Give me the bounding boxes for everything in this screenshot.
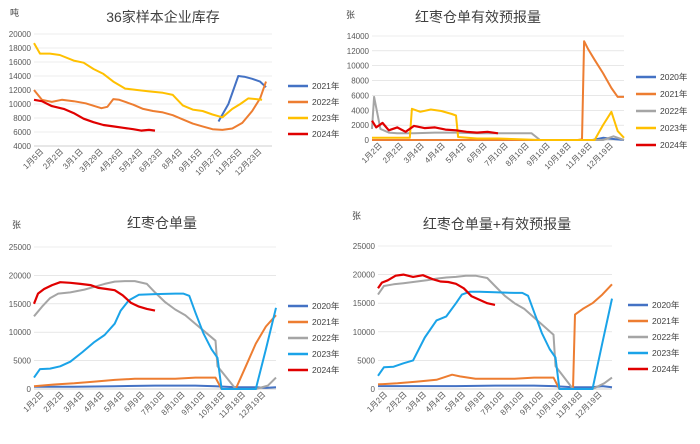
- x-tick-label: 4月4日: [82, 390, 106, 414]
- series-line-2023年: [33, 42, 263, 119]
- x-tick-label: 3月4日: [62, 390, 86, 414]
- y-tick-label: 25000: [353, 242, 376, 251]
- y-tick-label: 14000: [9, 72, 32, 81]
- legend-label: 2024年: [660, 140, 688, 150]
- y-axis-unit: 张: [12, 220, 21, 230]
- y-tick-label: 18000: [9, 44, 32, 53]
- legend-label: 2022年: [660, 106, 688, 116]
- y-tick-label: 6000: [351, 91, 369, 100]
- y-tick-label: 4000: [13, 142, 31, 151]
- chart-title: 红枣仓单量+有效预报量: [423, 216, 571, 232]
- y-tick-label: 10000: [347, 62, 370, 71]
- legend-label: 2024年: [312, 365, 340, 375]
- chart-panel-4: 红枣仓单量+有效预报量 张 0 5000 10000 15000 20000 25000 1月2…: [352, 211, 680, 420]
- legend-label: 2021年: [312, 317, 340, 327]
- y-tick-label: 0: [27, 385, 32, 394]
- x-tick-label: 3月4日: [404, 390, 428, 414]
- series-line-2020年: [34, 384, 277, 389]
- series-line-2022年: [377, 274, 613, 390]
- series-line-2021年: [217, 75, 267, 122]
- y-tick-label: 0: [365, 136, 370, 145]
- y-tick-label: 14000: [347, 32, 370, 41]
- y-tick-label: 6000: [13, 128, 31, 137]
- x-tick-label: 5月4日: [444, 141, 468, 165]
- x-tick-label: 2月2日: [41, 147, 65, 171]
- legend-label: 2022年: [312, 333, 340, 343]
- x-tick-label: 1月2日: [22, 390, 46, 414]
- series-line-2022年: [33, 280, 277, 390]
- series-line-2022年: [33, 81, 267, 131]
- chart-title: 36家样本企业库存: [106, 9, 220, 25]
- series-line-2023年: [33, 292, 277, 390]
- series-line-2024年: [371, 120, 499, 135]
- y-tick-label: 5000: [13, 357, 31, 366]
- x-tick-label: 2月2日: [42, 390, 66, 414]
- series-line-2024年: [377, 273, 496, 306]
- series-line-2024年: [32, 281, 156, 312]
- legend-label: 2023年: [312, 113, 340, 123]
- series-line-2020年: [378, 384, 613, 389]
- chart-panel-1: 36家样本企业库存 吨 4000 6000 8000 10000 12000 14000 160…: [9, 7, 340, 177]
- y-tick-label: 4000: [351, 106, 369, 115]
- y-tick-label: 20000: [353, 271, 376, 280]
- legend-label: 2020年: [652, 300, 680, 310]
- legend-label: 2023年: [660, 123, 688, 133]
- chart-title: 红枣仓单量: [127, 215, 197, 231]
- x-tick-label: 5月4日: [443, 390, 467, 414]
- x-tick-label: 4月4日: [424, 390, 448, 414]
- legend-label: 2023年: [312, 349, 340, 359]
- y-axis-unit: 吨: [10, 7, 19, 18]
- legend-label: 2021年: [652, 316, 680, 326]
- y-tick-label: 12000: [9, 86, 32, 95]
- series-line-2021年: [33, 314, 277, 390]
- series-line-2021年: [372, 40, 624, 141]
- y-tick-label: 2000: [351, 121, 369, 130]
- y-tick-label: 12000: [347, 47, 370, 56]
- y-tick-label: 20000: [9, 271, 32, 280]
- legend-label: 2021年: [312, 81, 340, 91]
- chart-panel-2: 红枣仓单有效预报量 张 0 2000 4000 6000 8000 10000 12000 140…: [346, 9, 688, 171]
- legend-label: 2023年: [652, 348, 680, 358]
- y-tick-label: 8000: [351, 77, 369, 86]
- chart-title: 红枣仓单有效预报量: [415, 9, 541, 25]
- y-tick-label: 15000: [9, 300, 32, 309]
- legend-label: 2024年: [312, 129, 340, 139]
- legend-label: 2021年: [660, 89, 688, 99]
- y-tick-label: 10000: [9, 100, 32, 109]
- series-line-2023年: [372, 107, 625, 141]
- y-tick-label: 8000: [13, 114, 31, 123]
- y-axis-unit: 张: [346, 10, 355, 20]
- x-tick-label: 2月2日: [381, 141, 405, 165]
- series-line-2021年: [377, 283, 613, 390]
- x-tick-label: 1月2日: [360, 141, 384, 165]
- x-tick-label: 1月2日: [365, 390, 389, 414]
- x-tick-label: 3月4日: [402, 141, 426, 165]
- x-tick-label: 4月4日: [423, 141, 447, 165]
- series-line-2024年: [33, 98, 156, 132]
- legend-label: 2020年: [312, 301, 340, 311]
- x-tick-label: 2月2日: [385, 390, 409, 414]
- y-tick-label: 10000: [353, 328, 376, 337]
- legend-label: 2022年: [652, 332, 680, 342]
- y-tick-label: 16000: [9, 58, 32, 67]
- y-axis-unit: 张: [352, 211, 361, 221]
- series-line-2023年: [377, 290, 613, 390]
- y-tick-label: 15000: [353, 299, 376, 308]
- legend-label: 2020年: [660, 72, 688, 82]
- x-tick-label: 5月4日: [102, 390, 126, 414]
- legend-label: 2024年: [652, 364, 680, 374]
- y-tick-label: 0: [371, 385, 376, 394]
- legend-label: 2022年: [312, 97, 340, 107]
- chart-panel-3: 红枣仓单量 张 0 5000 10000 15000 20000 25000 1月2日2月2日3…: [9, 215, 340, 420]
- y-tick-label: 5000: [357, 356, 375, 365]
- y-tick-label: 25000: [9, 243, 32, 252]
- y-tick-label: 10000: [9, 328, 32, 337]
- y-tick-label: 20000: [9, 30, 32, 39]
